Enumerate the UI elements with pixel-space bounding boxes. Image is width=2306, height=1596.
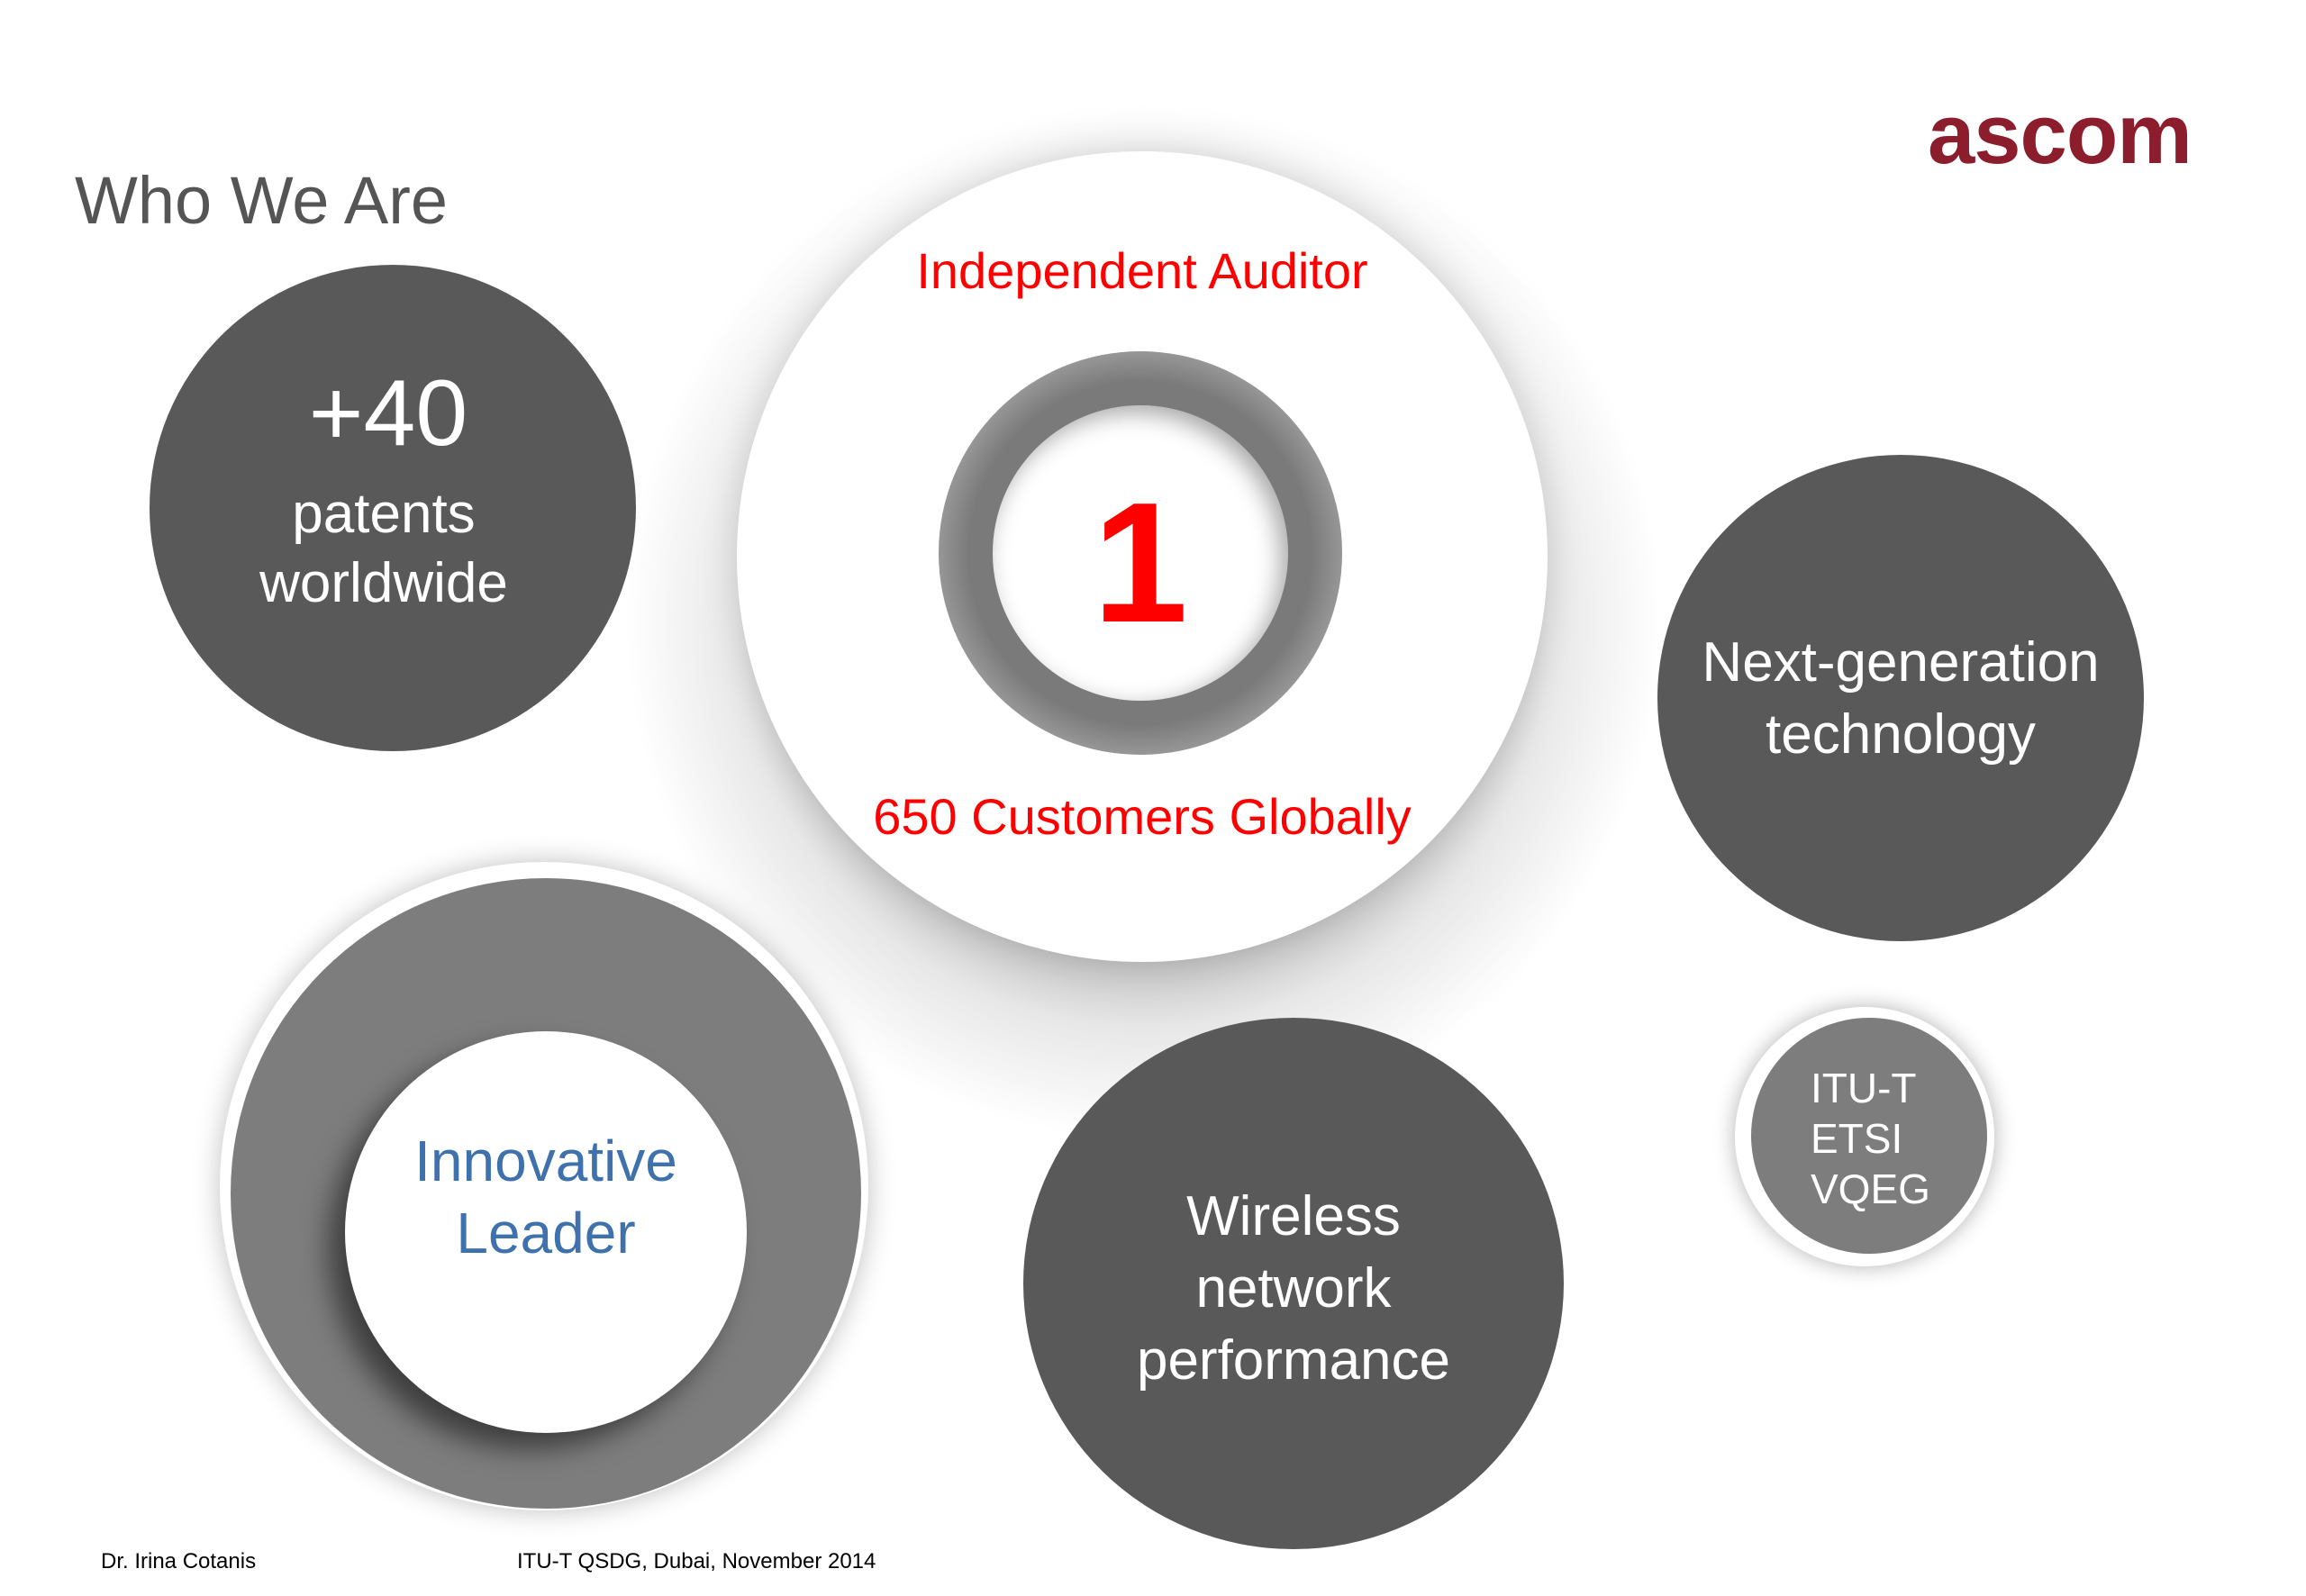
standards-circle [1751,1018,1987,1254]
innovative-label-line1: Innovative [414,1129,677,1193]
standards-item: VQEG [1811,1165,1930,1212]
nextgen-label-line1: Next-generation [1702,631,2100,694]
innovative-label-line2: Leader [456,1201,636,1265]
footer-event: ITU-T QSDG, Dubai, November 2014 [517,1549,876,1573]
nextgen-circle [1657,455,2144,941]
footer-author: Dr. Irina Cotanis [101,1549,257,1573]
wireless-label-line1: Wireless [1186,1185,1401,1247]
patents-label-line2: worldwide [259,552,508,614]
nextgen-label-line2: technology [1766,703,2036,766]
ascom-logo: ascom [1928,86,2193,181]
customers-label: 650 Customers Globally [873,788,1412,845]
standards-item: ETSI [1811,1115,1903,1162]
slide-title: Who We Are [75,163,449,238]
patents-number: +40 [308,361,468,466]
center-number: 1 [1093,467,1188,658]
wireless-circle [1023,1018,1564,1549]
center-ring-inner [993,405,1288,701]
wireless-label-line2: network [1195,1257,1392,1319]
innovative-inner-circle [345,1031,747,1433]
standards-item: ITU-T [1811,1065,1917,1111]
patents-label-line1: patents [292,483,476,545]
standards-list: ITU-T ETSI VQEG [1811,1063,1930,1214]
patents-circle [150,265,636,751]
wireless-label-line3: performance [1136,1329,1451,1392]
independent-auditor-label: Independent Auditor [916,242,1368,299]
